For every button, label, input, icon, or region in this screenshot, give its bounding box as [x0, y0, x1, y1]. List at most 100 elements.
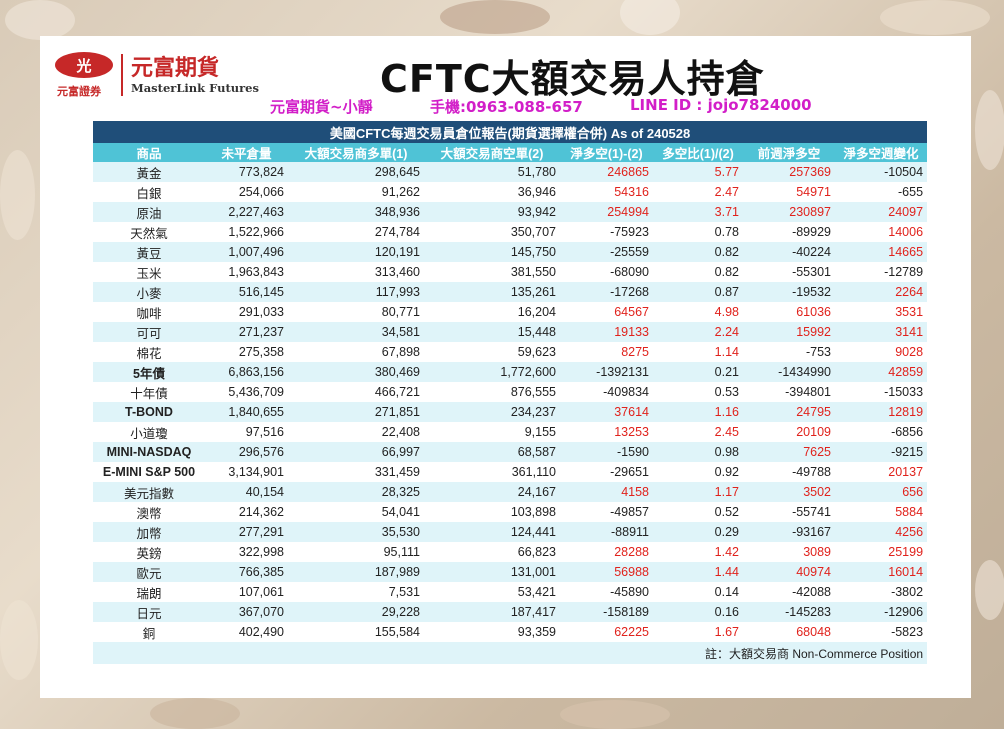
- table-row: 原油 2,227,463 348,936 93,942 254994 3.71 230897…: [93, 202, 928, 222]
- commodity-name-cell: 日元: [93, 602, 205, 622]
- commodity-name-cell: 歐元: [93, 562, 205, 582]
- value-cell-chg: 656: [835, 482, 928, 502]
- value-cell-net: 62225: [560, 622, 653, 642]
- value-cell-long: 271,851: [288, 402, 424, 422]
- value-cell-ratio: 2.47: [653, 182, 743, 202]
- shell-decoration: [975, 560, 1004, 620]
- commodity-name-cell: 玉米: [93, 262, 205, 282]
- commodity-name-cell: T-BOND: [93, 402, 205, 422]
- value-cell-short: 381,550: [424, 262, 560, 282]
- value-cell-long: 187,989: [288, 562, 424, 582]
- value-cell-chg: 24097: [835, 202, 928, 222]
- value-cell-short: 361,110: [424, 462, 560, 482]
- shell-decoration: [150, 698, 240, 729]
- logo-company-name: 元富期貨: [131, 56, 220, 81]
- logo-company-english: MasterLink Futures: [131, 81, 259, 95]
- value-cell-chg: -12789: [835, 262, 928, 282]
- commodity-name-cell: 黃金: [93, 162, 205, 182]
- commodity-name-cell: MINI-NASDAQ: [93, 442, 205, 462]
- value-cell-long: 91,262: [288, 182, 424, 202]
- value-cell-prev: 257369: [743, 162, 835, 182]
- shell-decoration: [5, 0, 75, 40]
- value-cell-short: 131,001: [424, 562, 560, 582]
- value-cell-chg: -5823: [835, 622, 928, 642]
- value-cell-long: 67,898: [288, 342, 424, 362]
- table-row: 銅 402,490 155,584 93,359 62225 1.67 68048 -5823: [93, 622, 928, 642]
- value-cell-oi: 516,145: [205, 282, 288, 302]
- value-cell-net: 56988: [560, 562, 653, 582]
- shell-decoration: [0, 150, 35, 240]
- column-header: 多空比(1)/(2): [653, 143, 743, 162]
- value-cell-short: 103,898: [424, 502, 560, 522]
- value-cell-long: 66,997: [288, 442, 424, 462]
- value-cell-prev: 7625: [743, 442, 835, 462]
- value-cell-oi: 773,824: [205, 162, 288, 182]
- value-cell-ratio: 0.29: [653, 522, 743, 542]
- commodity-name-cell: 十年債: [93, 382, 205, 402]
- value-cell-net: -1392131: [560, 362, 653, 382]
- table-row: 小麥 516,145 117,993 135,261 -17268 0.87 -19532 2…: [93, 282, 928, 302]
- value-cell-short: 876,555: [424, 382, 560, 402]
- table-row: 黃豆 1,007,496 120,191 145,750 -25559 0.82 -4022…: [93, 242, 928, 262]
- table-row: 加幣 277,291 35,530 124,441 -88911 0.29 -93167 42…: [93, 522, 928, 542]
- value-cell-oi: 97,516: [205, 422, 288, 442]
- commodity-name-cell: 黃豆: [93, 242, 205, 262]
- shell-decoration: [975, 90, 1004, 170]
- value-cell-ratio: 1.67: [653, 622, 743, 642]
- value-cell-short: 36,946: [424, 182, 560, 202]
- commodity-name-cell: 加幣: [93, 522, 205, 542]
- value-cell-long: 313,460: [288, 262, 424, 282]
- value-cell-ratio: 0.98: [653, 442, 743, 462]
- value-cell-chg: -655: [835, 182, 928, 202]
- column-header: 前週淨多空: [743, 143, 835, 162]
- value-cell-long: 348,936: [288, 202, 424, 222]
- value-cell-ratio: 3.71: [653, 202, 743, 222]
- table-row: 美元指數 40,154 28,325 24,167 4158 1.17 3502 656: [93, 482, 928, 502]
- value-cell-prev: -19532: [743, 282, 835, 302]
- value-cell-long: 80,771: [288, 302, 424, 322]
- value-cell-long: 22,408: [288, 422, 424, 442]
- value-cell-chg: 20137: [835, 462, 928, 482]
- value-cell-oi: 766,385: [205, 562, 288, 582]
- table-row: 澳幣 214,362 54,041 103,898 -49857 0.52 -55741 58…: [93, 502, 928, 522]
- value-cell-prev: -42088: [743, 582, 835, 602]
- value-cell-net: -29651: [560, 462, 653, 482]
- value-cell-net: 28288: [560, 542, 653, 562]
- commodity-name-cell: 可可: [93, 322, 205, 342]
- commodity-name-cell: 天然氣: [93, 222, 205, 242]
- value-cell-net: -49857: [560, 502, 653, 522]
- value-cell-short: 59,623: [424, 342, 560, 362]
- value-cell-chg: -10504: [835, 162, 928, 182]
- value-cell-short: 124,441: [424, 522, 560, 542]
- value-cell-oi: 2,227,463: [205, 202, 288, 222]
- report-card: 光 元富證券 元富期貨 MasterLink Futures CFTC大額交易人…: [40, 36, 971, 698]
- logo-mark: 光: [55, 52, 113, 78]
- value-cell-net: -409834: [560, 382, 653, 402]
- table-row: 天然氣 1,522,966 274,784 350,707 -75923 0.78 -899…: [93, 222, 928, 242]
- table-row: 白銀 254,066 91,262 36,946 54316 2.47 54971 -655: [93, 182, 928, 202]
- value-cell-short: 53,421: [424, 582, 560, 602]
- value-cell-net: 8275: [560, 342, 653, 362]
- value-cell-ratio: 0.87: [653, 282, 743, 302]
- value-cell-oi: 1,522,966: [205, 222, 288, 242]
- commodity-name-cell: 咖啡: [93, 302, 205, 322]
- value-cell-chg: 14665: [835, 242, 928, 262]
- value-cell-oi: 402,490: [205, 622, 288, 642]
- value-cell-net: 246865: [560, 162, 653, 182]
- value-cell-chg: 4256: [835, 522, 928, 542]
- value-cell-oi: 296,576: [205, 442, 288, 462]
- value-cell-ratio: 0.16: [653, 602, 743, 622]
- value-cell-chg: 2264: [835, 282, 928, 302]
- value-cell-short: 234,237: [424, 402, 560, 422]
- value-cell-ratio: 0.21: [653, 362, 743, 382]
- value-cell-short: 350,707: [424, 222, 560, 242]
- value-cell-ratio: 1.16: [653, 402, 743, 422]
- value-cell-chg: 16014: [835, 562, 928, 582]
- value-cell-net: -17268: [560, 282, 653, 302]
- column-header: 淨多空週變化: [835, 143, 928, 162]
- value-cell-long: 331,459: [288, 462, 424, 482]
- table-footnote: 註：大額交易商 Non-Commerce Position: [93, 642, 928, 664]
- table-row: 瑞朗 107,061 7,531 53,421 -45890 0.14 -42088 -380…: [93, 582, 928, 602]
- value-cell-prev: 24795: [743, 402, 835, 422]
- value-cell-long: 155,584: [288, 622, 424, 642]
